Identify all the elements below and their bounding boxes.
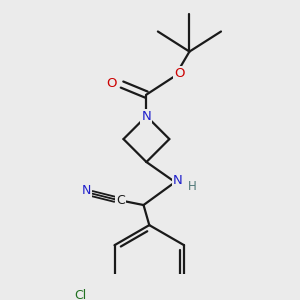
Text: O: O [107,76,117,90]
Text: N: N [173,174,183,187]
Text: H: H [188,180,197,193]
Text: N: N [142,110,151,123]
Text: Cl: Cl [74,289,86,300]
Text: N: N [82,184,91,197]
Text: C: C [116,194,125,207]
Text: O: O [174,67,184,80]
